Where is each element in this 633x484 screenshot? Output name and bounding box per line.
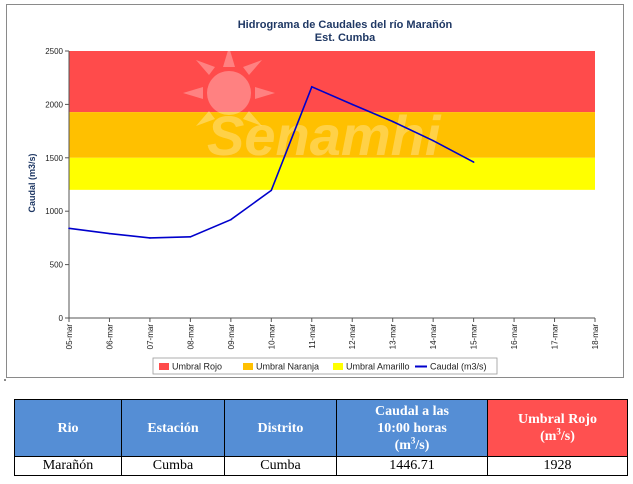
x-tick-label: 05-mar	[65, 324, 74, 350]
y-tick-label: 2500	[45, 47, 63, 56]
cell-rio: Marañón	[14, 456, 122, 476]
x-tick-label: 12-mar	[348, 324, 357, 350]
x-tick-label: 09-mar	[227, 324, 236, 350]
y-axis-label: Caudal (m3/s)	[27, 153, 37, 212]
header-estacion: Estación	[121, 399, 225, 457]
header-umbral-unit-sup: 3	[556, 426, 561, 437]
hydrograph-chart: Senamhi Hidrograma de Caudales del río M…	[27, 19, 600, 375]
legend-label: Caudal (m3/s)	[430, 362, 487, 372]
x-tick-label: 07-mar	[146, 324, 155, 350]
y-tick-label: 1500	[45, 154, 63, 163]
threshold-bands	[69, 51, 595, 190]
cell-estacion: Cumba	[121, 456, 225, 476]
x-tick-label: 18-mar	[591, 324, 600, 350]
legend-label: Umbral Amarillo	[346, 362, 410, 372]
legend-label: Umbral Rojo	[172, 362, 222, 372]
header-umbral-rojo: Umbral Rojo (m3/s)	[487, 399, 628, 457]
legend-swatch	[333, 363, 343, 370]
summary-table: Rio Estación Distrito Caudal a las 10:00…	[14, 399, 628, 476]
header-umbral-line1: Umbral Rojo	[518, 412, 597, 427]
y-tick-label: 1000	[45, 207, 63, 216]
legend-swatch	[159, 363, 169, 370]
header-rio: Rio	[14, 399, 122, 457]
data-point	[149, 237, 151, 239]
band-umbral-rojo	[69, 51, 595, 113]
y-tick-label: 0	[59, 314, 64, 323]
data-point	[270, 189, 273, 192]
header-caudal-line1: Caudal a las	[375, 403, 449, 419]
header-caudal-unit-sup: 3	[410, 434, 416, 445]
header-distrito: Distrito	[224, 399, 337, 457]
x-tick-label: 13-mar	[389, 324, 398, 350]
data-point	[472, 161, 475, 163]
data-point	[189, 236, 192, 238]
x-tick-label: 06-mar	[105, 324, 114, 350]
x-tick-label: 08-mar	[186, 324, 195, 350]
chart-frame: Senamhi Hidrograma de Caudales del río M…	[6, 4, 624, 378]
legend-swatch	[243, 363, 253, 370]
x-tick-label: 10-mar	[267, 324, 276, 350]
x-axis: 05-mar 06-mar 07-mar 08-mar 09-mar 10-mar 11-m…	[65, 318, 600, 349]
chart-title: Hidrograma de Caudales del río Marañón	[238, 19, 453, 31]
data-point	[230, 218, 232, 221]
header-caudal-unit-post: /s)	[415, 437, 430, 453]
legend-box	[152, 357, 498, 375]
page-marker	[4, 379, 6, 381]
band-umbral-naranja	[69, 112, 595, 158]
cell-distrito: Cumba	[224, 456, 337, 476]
data-point	[108, 232, 111, 235]
header-caudal-line2: 10:00 horas	[377, 420, 447, 436]
header-umbral-unit-post: /s)	[560, 429, 575, 444]
data-point	[351, 103, 354, 106]
data-point	[310, 85, 313, 88]
y-tick-label: 500	[50, 261, 64, 270]
data-point	[391, 120, 394, 123]
sun-logo-icon	[183, 47, 275, 126]
y-tick-label: 2000	[45, 100, 63, 109]
watermark-text: Senamhi	[207, 104, 442, 167]
table-row: Marañón Cumba Cumba 1446.71 1928	[14, 456, 628, 476]
table-header-row: Rio Estación Distrito Caudal a las 10:00…	[14, 399, 628, 457]
legend: Umbral Rojo Umbral Naranja Umbral Amarillo…	[152, 357, 498, 375]
chart-subtitle: Est. Cumba	[315, 32, 376, 44]
plot-area	[68, 51, 595, 319]
x-tick-label: 15-mar	[470, 324, 479, 350]
legend-label: Umbral Naranja	[256, 362, 319, 372]
x-tick-label: 16-mar	[510, 324, 519, 350]
y-axis: 0 500 1000 1500 2000 2500	[45, 47, 69, 323]
header-caudal-unit-pre: (m	[394, 437, 411, 453]
x-tick-label: 11-mar	[308, 324, 317, 349]
cell-umbral-rojo: 1928	[487, 456, 628, 476]
data-point	[68, 227, 70, 230]
cell-caudal: 1446.71	[336, 456, 488, 476]
x-tick-label: 17-mar	[551, 324, 560, 350]
x-tick-label: 14-mar	[429, 324, 438, 350]
header-caudal: Caudal a las 10:00 horas (m3/s)	[336, 399, 488, 457]
data-point	[432, 139, 434, 142]
watermark: Senamhi	[183, 47, 442, 167]
band-umbral-amarillo	[69, 157, 595, 190]
header-umbral-unit-pre: (m	[540, 429, 557, 444]
caudal-series	[68, 85, 475, 239]
